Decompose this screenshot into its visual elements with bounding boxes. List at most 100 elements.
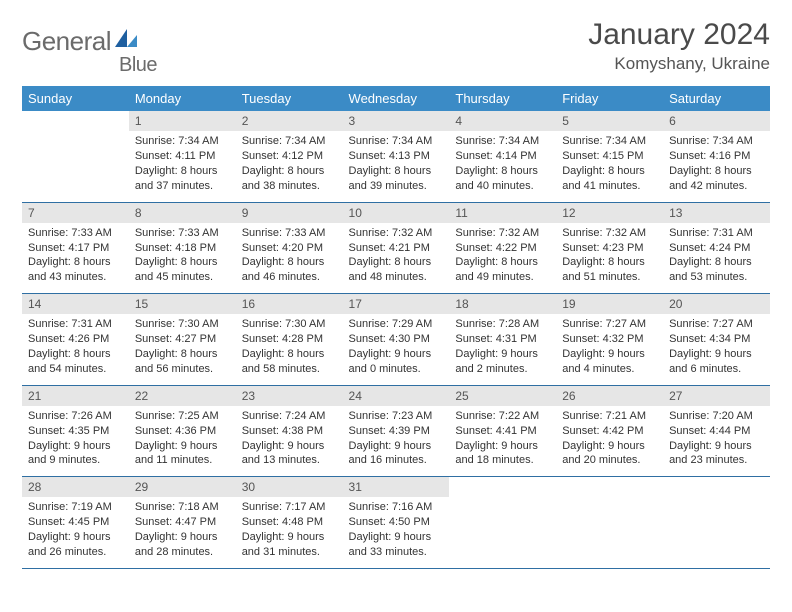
calendar-cell: 1Sunrise: 7:34 AMSunset: 4:11 PMDaylight… [129,111,236,202]
daylight-line: Daylight: 8 hours and 38 minutes. [242,164,337,194]
day-number: 18 [449,294,556,314]
calendar-cell: 13Sunrise: 7:31 AMSunset: 4:24 PMDayligh… [663,202,770,294]
day-details: Sunrise: 7:30 AMSunset: 4:27 PMDaylight:… [129,314,236,384]
sunrise-line: Sunrise: 7:29 AM [349,317,444,332]
day-details: Sunrise: 7:18 AMSunset: 4:47 PMDaylight:… [129,497,236,567]
daylight-line: Daylight: 8 hours and 51 minutes. [562,255,657,285]
day-number: 16 [236,294,343,314]
calendar-cell: 10Sunrise: 7:32 AMSunset: 4:21 PMDayligh… [343,202,450,294]
day-number: 17 [343,294,450,314]
day-number: 9 [236,203,343,223]
weekday-header: Saturday [663,86,770,111]
calendar-cell: 12Sunrise: 7:32 AMSunset: 4:23 PMDayligh… [556,202,663,294]
sunset-line: Sunset: 4:48 PM [242,515,337,530]
day-number: 8 [129,203,236,223]
day-details: Sunrise: 7:26 AMSunset: 4:35 PMDaylight:… [22,406,129,476]
daylight-line: Daylight: 8 hours and 54 minutes. [28,347,123,377]
day-number: 7 [22,203,129,223]
sunrise-line: Sunrise: 7:16 AM [349,500,444,515]
daylight-line: Daylight: 8 hours and 42 minutes. [669,164,764,194]
logo-text-2: Blue [119,54,157,77]
sunset-line: Sunset: 4:20 PM [242,241,337,256]
day-number: 14 [22,294,129,314]
sunset-line: Sunset: 4:50 PM [349,515,444,530]
daylight-line: Daylight: 8 hours and 41 minutes. [562,164,657,194]
day-details: Sunrise: 7:34 AMSunset: 4:14 PMDaylight:… [449,131,556,201]
day-number: 31 [343,477,450,497]
day-number: 2 [236,111,343,131]
day-number: 5 [556,111,663,131]
calendar-cell: 21Sunrise: 7:26 AMSunset: 4:35 PMDayligh… [22,385,129,477]
sunrise-line: Sunrise: 7:32 AM [455,226,550,241]
calendar-cell: 6Sunrise: 7:34 AMSunset: 4:16 PMDaylight… [663,111,770,202]
sunrise-line: Sunrise: 7:31 AM [28,317,123,332]
calendar-cell: 9Sunrise: 7:33 AMSunset: 4:20 PMDaylight… [236,202,343,294]
day-details: Sunrise: 7:23 AMSunset: 4:39 PMDaylight:… [343,406,450,476]
day-number: 24 [343,386,450,406]
sunset-line: Sunset: 4:31 PM [455,332,550,347]
sunset-line: Sunset: 4:18 PM [135,241,230,256]
sunrise-line: Sunrise: 7:20 AM [669,409,764,424]
day-details: Sunrise: 7:22 AMSunset: 4:41 PMDaylight:… [449,406,556,476]
calendar-cell: 14 Sunrise: 7:31 AMSunset: 4:26 PMDayligh… [22,294,129,386]
sunset-line: Sunset: 4:41 PM [455,424,550,439]
sunrise-line: Sunrise: 7:32 AM [562,226,657,241]
weekday-header: Wednesday [343,86,450,111]
weekday-header: Friday [556,86,663,111]
sunset-line: Sunset: 4:24 PM [669,241,764,256]
day-number: 1 [129,111,236,131]
sunset-line: Sunset: 4:36 PM [135,424,230,439]
sunrise-line: Sunrise: 7:27 AM [669,317,764,332]
calendar-row: 01Sunrise: 7:34 AMSunset: 4:11 PMDayligh… [22,111,770,202]
day-details: Sunrise: 7:33 AMSunset: 4:18 PMDaylight:… [129,223,236,293]
logo: General Blue [22,18,153,65]
day-number: 28 [22,477,129,497]
day-number: 23 [236,386,343,406]
daylight-line: Daylight: 8 hours and 53 minutes. [669,255,764,285]
sunset-line: Sunset: 4:30 PM [349,332,444,347]
calendar-cell: 2Sunrise: 7:34 AMSunset: 4:12 PMDaylight… [236,111,343,202]
day-number: 6 [663,111,770,131]
daylight-line: Daylight: 9 hours and 16 minutes. [349,439,444,469]
sunset-line: Sunset: 4:22 PM [455,241,550,256]
weekday-header: Monday [129,86,236,111]
day-number: 29 [129,477,236,497]
calendar-cell: 11Sunrise: 7:32 AMSunset: 4:22 PMDayligh… [449,202,556,294]
weekday-header-row: SundayMondayTuesdayWednesdayThursdayFrid… [22,86,770,111]
sunrise-line: Sunrise: 7:26 AM [28,409,123,424]
day-number: 25 [449,386,556,406]
sunset-line: Sunset: 4:39 PM [349,424,444,439]
daylight-line: Daylight: 9 hours and 13 minutes. [242,439,337,469]
sunset-line: Sunset: 4:44 PM [669,424,764,439]
sunset-line: Sunset: 4:13 PM [349,149,444,164]
sunrise-line: Sunrise: 7:22 AM [455,409,550,424]
calendar-cell: 0 [22,111,129,202]
calendar-cell: 31Sunrise: 7:16 AMSunset: 4:50 PMDayligh… [343,477,450,569]
sunset-line: Sunset: 4:12 PM [242,149,337,164]
sunrise-line: Sunrise: 7:34 AM [349,134,444,149]
calendar-row: 28Sunrise: 7:19 AMSunset: 4:45 PMDayligh… [22,477,770,569]
day-details: Sunrise: 7:16 AMSunset: 4:50 PMDaylight:… [343,497,450,567]
day-details: Sunrise: 7:24 AMSunset: 4:38 PMDaylight:… [236,406,343,476]
calendar-cell: 30Sunrise: 7:17 AMSunset: 4:48 PMDayligh… [236,477,343,569]
sunrise-line: Sunrise: 7:32 AM [349,226,444,241]
sunset-line: Sunset: 4:27 PM [135,332,230,347]
title-block: January 2024 Komyshany, Ukraine [588,18,770,74]
day-number: 4 [449,111,556,131]
calendar-row: 21Sunrise: 7:26 AMSunset: 4:35 PMDayligh… [22,385,770,477]
sunrise-line: Sunrise: 7:23 AM [349,409,444,424]
calendar-cell: 0 [556,477,663,569]
daylight-line: Daylight: 9 hours and 4 minutes. [562,347,657,377]
day-number: 11 [449,203,556,223]
daylight-line: Daylight: 9 hours and 0 minutes. [349,347,444,377]
daylight-line: Daylight: 8 hours and 40 minutes. [455,164,550,194]
calendar-cell: 15Sunrise: 7:30 AMSunset: 4:27 PMDayligh… [129,294,236,386]
calendar-cell: 27Sunrise: 7:20 AMSunset: 4:44 PMDayligh… [663,385,770,477]
daylight-line: Daylight: 9 hours and 28 minutes. [135,530,230,560]
sunset-line: Sunset: 4:21 PM [349,241,444,256]
sunset-line: Sunset: 4:16 PM [669,149,764,164]
sunset-line: Sunset: 4:26 PM [28,332,123,347]
calendar-cell: 19Sunrise: 7:27 AMSunset: 4:32 PMDayligh… [556,294,663,386]
daylight-line: Daylight: 8 hours and 48 minutes. [349,255,444,285]
weekday-header: Tuesday [236,86,343,111]
